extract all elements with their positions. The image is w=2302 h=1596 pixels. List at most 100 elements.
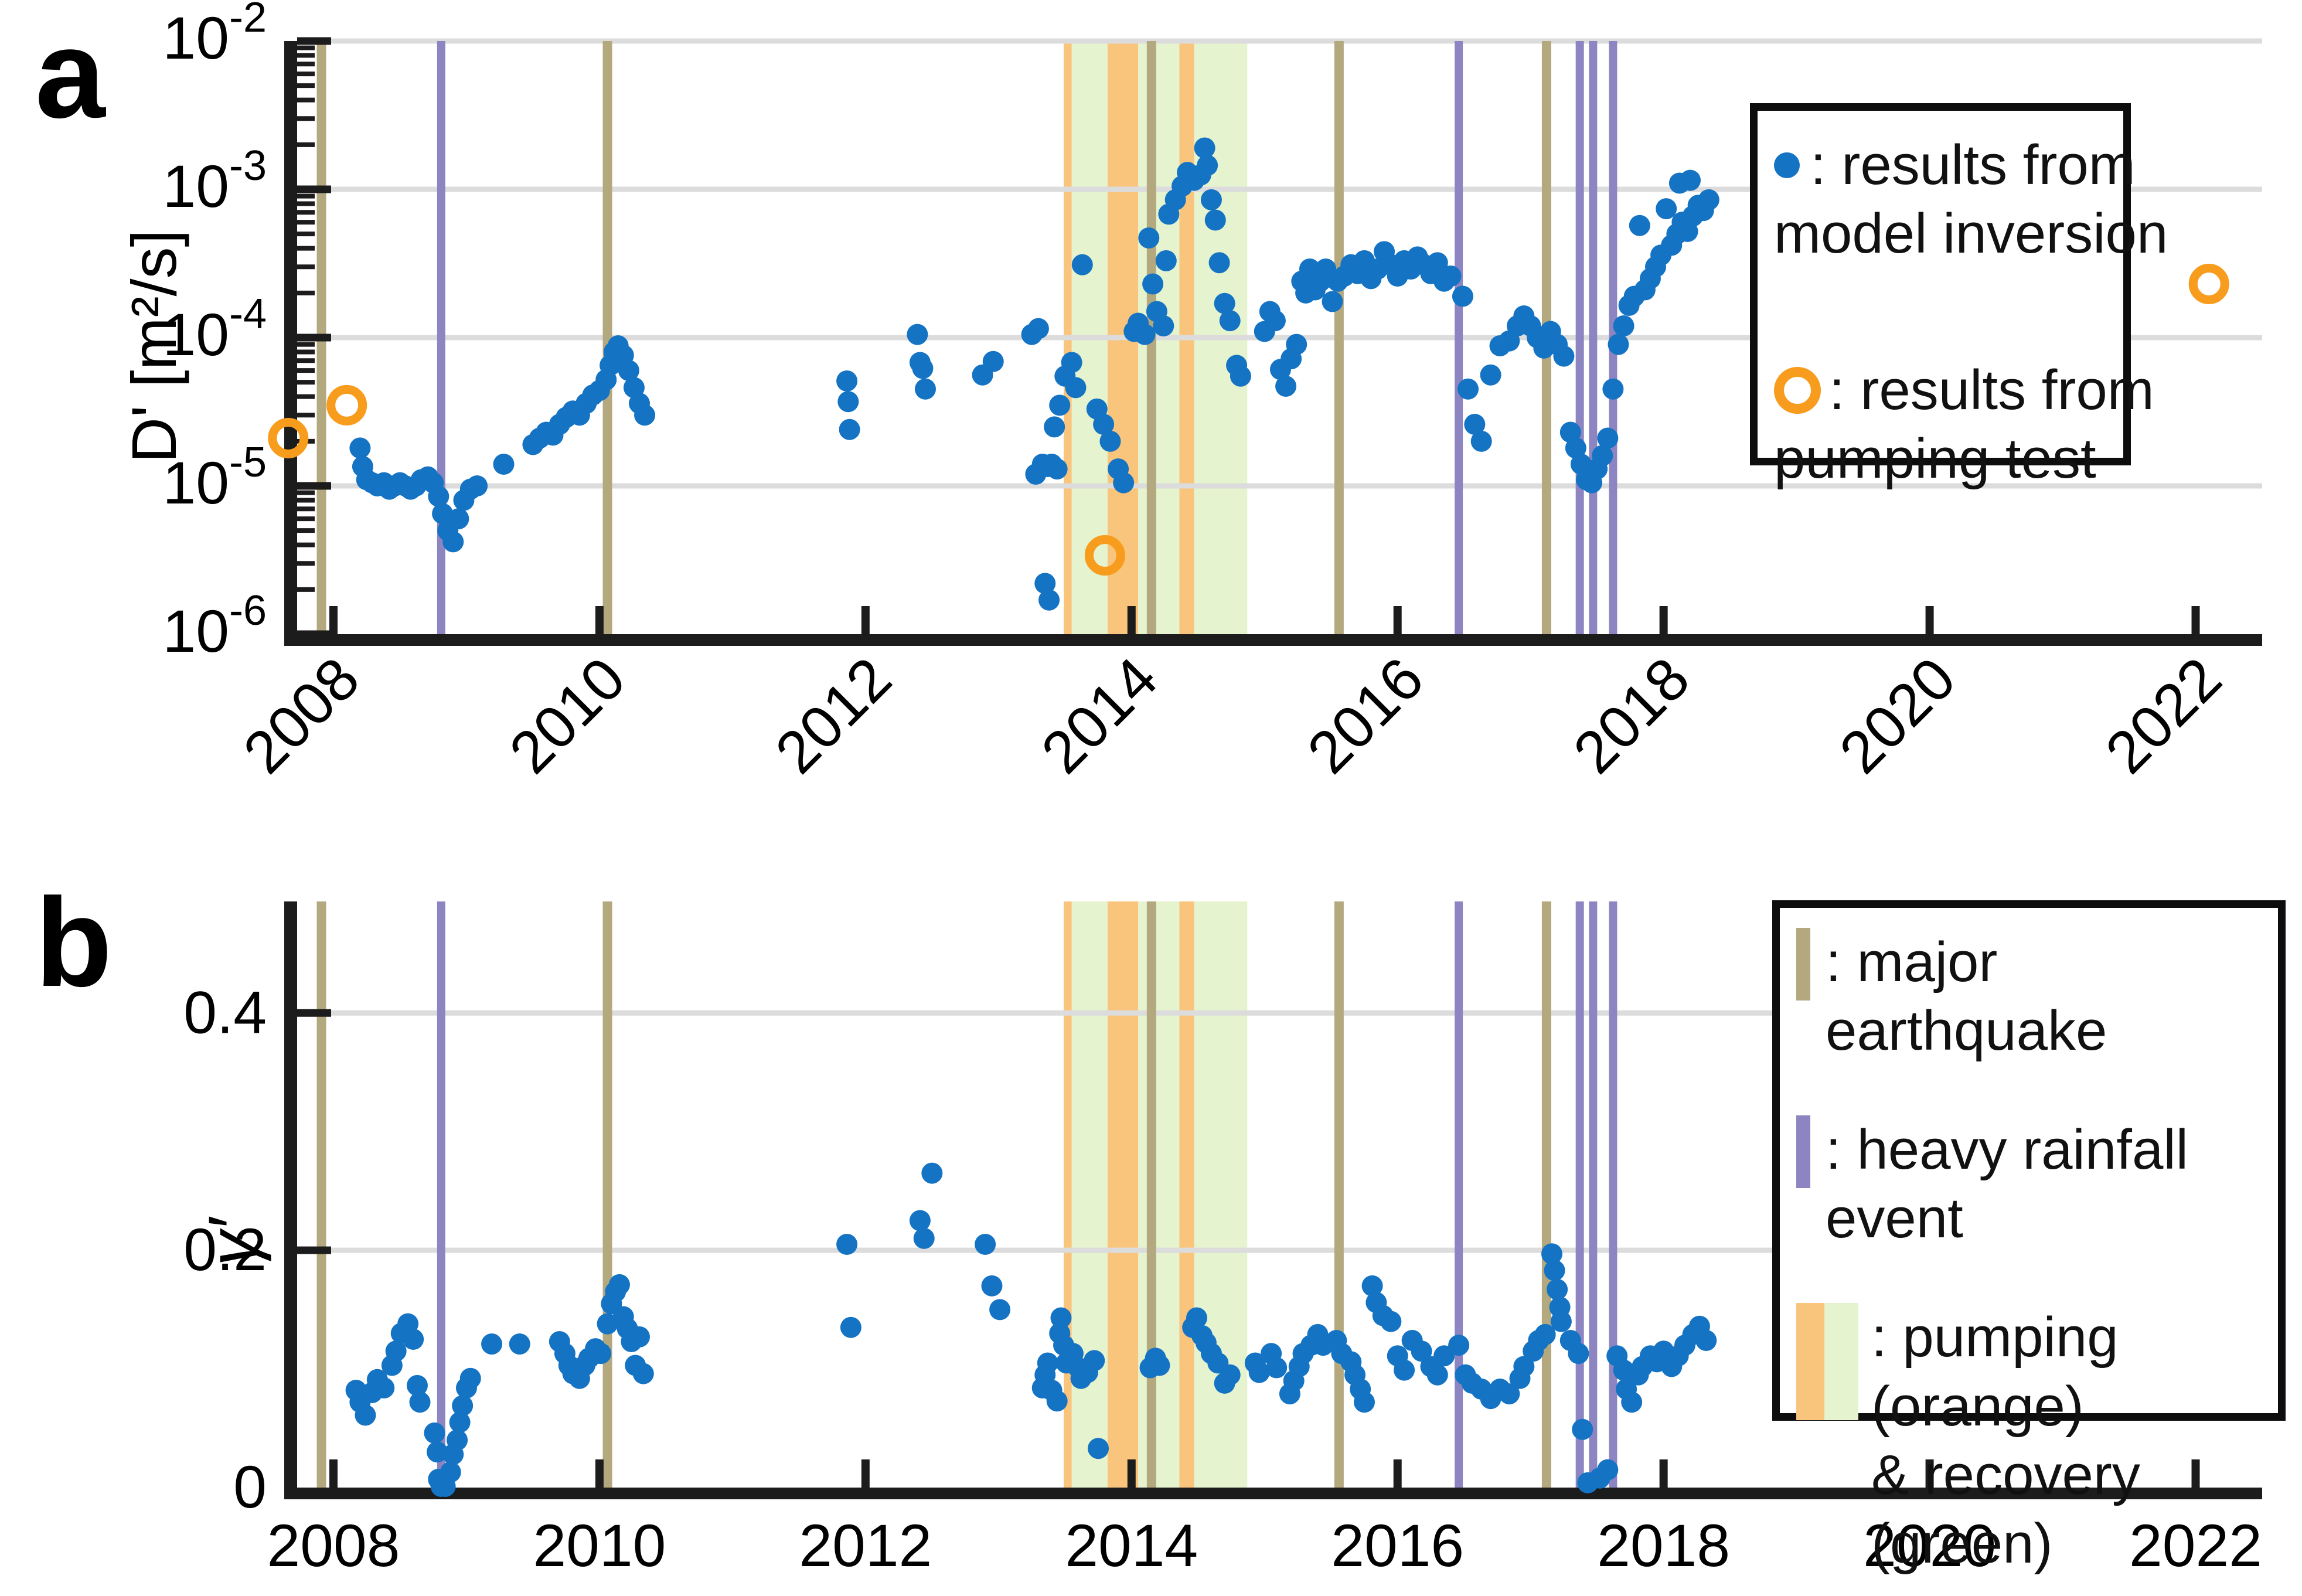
y-axis [284, 41, 297, 646]
data-point [409, 1391, 431, 1413]
data-point [452, 1395, 474, 1417]
data-point [989, 1299, 1011, 1321]
data-point [1037, 1352, 1058, 1374]
data-point [921, 1162, 943, 1184]
data-point [428, 485, 449, 507]
x-tick-label: 2018 [1597, 1512, 1730, 1579]
major-earthquake-line [1146, 901, 1156, 1488]
x-tick-label: 2012 [762, 645, 904, 786]
data-point [1597, 1459, 1619, 1481]
data-point [493, 454, 515, 475]
major-earthquake-line [316, 901, 326, 1488]
legend-b-line: earthquake [1826, 999, 2107, 1063]
data-point [1394, 1359, 1415, 1381]
recovery-band [1194, 901, 1248, 1488]
data-point [1034, 573, 1056, 594]
data-point [1113, 472, 1135, 494]
x-tick-label: 2022 [2129, 1512, 2262, 1579]
data-point [447, 1430, 468, 1451]
major-earthquake-line [1334, 901, 1344, 1488]
data-point [1214, 292, 1235, 314]
data-point [1219, 1364, 1241, 1386]
data-point [1544, 1260, 1565, 1281]
y-tick-label: 0.2 [183, 1216, 267, 1283]
data-point [1602, 378, 1624, 400]
legend-b-item-earthquake: : major earthquake [1796, 928, 2262, 1065]
legend-b-label: : major earthquake [1826, 928, 2107, 1065]
x-tick-label: 2014 [1029, 645, 1170, 786]
data-point [1266, 1357, 1288, 1379]
data-point [1046, 1390, 1068, 1412]
data-point [836, 1234, 858, 1255]
data-point [432, 503, 454, 525]
legend-b-label: : heavy rainfall event [1826, 1115, 2188, 1253]
data-point [836, 370, 858, 392]
x-axis [284, 634, 2262, 646]
data-point [1680, 169, 1701, 191]
data-point [590, 1343, 612, 1364]
pumping-band [1179, 901, 1194, 1488]
panel-b: 0 0.2 0.4 2008 2010 2012 2014 2016 2018 2020 2022 [183, 901, 2262, 1579]
x-tick-label: 2014 [1065, 1512, 1198, 1579]
data-point [1464, 414, 1486, 435]
data-point [1380, 1311, 1402, 1332]
pumping-test-point [326, 384, 367, 426]
data-point [1592, 445, 1613, 467]
pumping-test-point [268, 417, 309, 458]
series-dot [345, 1162, 1717, 1497]
data-point [837, 391, 859, 413]
data-point [1629, 215, 1650, 236]
data-point [1541, 1243, 1562, 1265]
data-point [385, 1340, 407, 1362]
x-tick-label: 2008 [230, 645, 372, 786]
data-point [1572, 1418, 1593, 1440]
x-tick-label: 2020 [1827, 645, 1968, 786]
heavy-rainfall-line [1609, 901, 1617, 1488]
pumping-test-point [2188, 263, 2229, 304]
x-tick-label: 2010 [533, 1512, 666, 1579]
data-point [449, 1411, 471, 1433]
heavy-rainfall-line [1575, 41, 1584, 634]
y-axis [284, 901, 297, 1499]
data-point [1153, 315, 1174, 336]
data-point [1286, 334, 1307, 355]
data-point [1470, 430, 1492, 452]
data-point [1204, 209, 1226, 231]
major-earthquake-line [602, 41, 612, 634]
data-point [1656, 198, 1677, 220]
y-tick-label: 10-3 [163, 142, 267, 220]
data-point [629, 1326, 651, 1347]
data-point [1084, 1350, 1105, 1372]
data-point [618, 360, 639, 382]
legend-a-label: : results from [1810, 134, 2136, 196]
heavy-rainfall-line [1589, 41, 1598, 634]
data-point [1426, 1364, 1448, 1386]
legend-a-spacer [1774, 268, 2107, 356]
data-point [1275, 375, 1297, 397]
data-point [1448, 1335, 1470, 1356]
data-point [975, 1234, 996, 1255]
series-dot [349, 137, 1719, 611]
data-point [597, 1313, 618, 1335]
legend-a-item-model-inversion: : results from [1774, 131, 2136, 199]
data-point [1138, 227, 1160, 249]
data-point [406, 1374, 428, 1396]
data-point [442, 531, 464, 553]
legend-panel-a: : results from model inversion : results… [1750, 103, 2168, 490]
major-earthquake-line [1334, 41, 1344, 634]
recovery-band [1138, 901, 1180, 1488]
data-point [1093, 414, 1115, 435]
data-point [448, 508, 469, 530]
data-point [1134, 324, 1156, 345]
data-point [840, 1316, 861, 1338]
data-point [914, 378, 936, 400]
data-point [1049, 394, 1071, 416]
data-point [1550, 1311, 1572, 1332]
data-point [1513, 1356, 1535, 1377]
data-point [632, 1363, 654, 1384]
data-point [1452, 285, 1473, 307]
data-point [1142, 273, 1164, 295]
data-point [1547, 1278, 1568, 1300]
